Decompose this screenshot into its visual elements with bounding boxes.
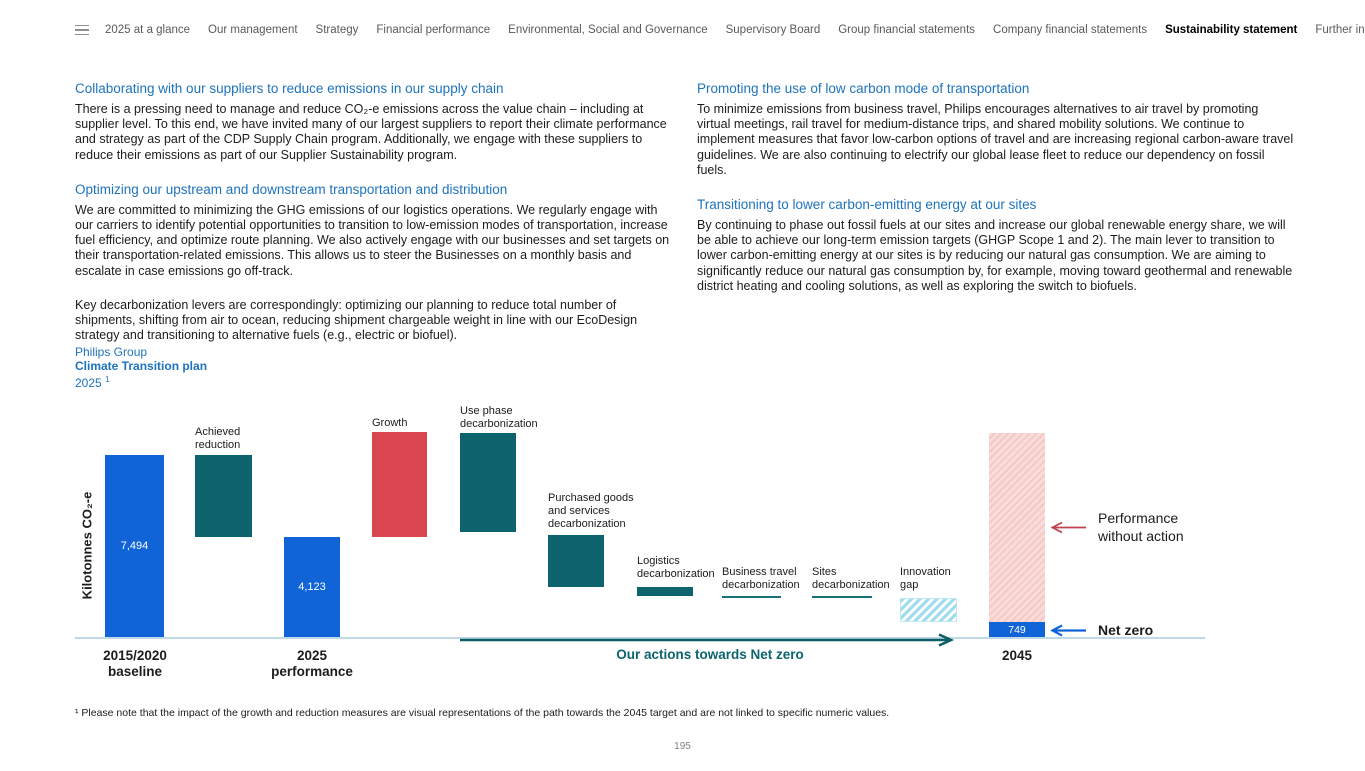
section-body: There is a pressing need to manage and r… (75, 102, 667, 162)
section-transportation-distribution: Optimizing our upstream and downstream t… (75, 182, 672, 344)
footnote: ¹ Please note that the impact of the gro… (75, 707, 890, 719)
bar-label-innovation-gap: Innovation gap (900, 566, 951, 591)
bar-sites-decarbonization (812, 596, 872, 598)
section-lower-carbon-energy-sites: Transitioning to lower carbon-emitting e… (697, 197, 1294, 294)
bar-logistics-decarbonization (637, 587, 693, 596)
bar-2025-performance (284, 537, 340, 638)
hamburger-menu-icon[interactable] (75, 24, 89, 36)
nav-item-group-financial-statements[interactable]: Group financial statements (838, 24, 976, 36)
bar-net-zero-2045 (989, 622, 1045, 638)
bar-business-travel-decarbonization (722, 596, 781, 598)
footnote-reference: 1 (105, 375, 110, 384)
bar-label-use-phase: Use phase decarbonization (460, 405, 538, 430)
section-low-carbon-transportation: Promoting the use of low carbon mode of … (697, 81, 1294, 178)
chart-title: Climate Transition plan (75, 358, 208, 373)
right-column: Promoting the use of low carbon mode of … (697, 81, 1294, 362)
performance-without-action-arrow-icon (1050, 521, 1086, 534)
bar-use-phase-decarbonization (460, 433, 516, 532)
net-zero-label: Net zero (1098, 622, 1154, 638)
section-heading: Transitioning to lower carbon-emitting e… (697, 197, 1037, 213)
nav-item-supervisory-board[interactable]: Supervisory Board (725, 24, 821, 36)
nav-item-financial-performance[interactable]: Financial performance (376, 24, 491, 36)
page-number: 195 (674, 741, 691, 752)
bar-label-sites: Sites decarbonization (812, 566, 890, 591)
chart-heading: Philips Group Climate Transition plan 20… (75, 345, 208, 391)
bar-value-baseline: 7,494 (120, 540, 149, 552)
section-heading: Promoting the use of low carbon mode of … (697, 81, 1030, 96)
bar-label-purchased-goods: Purchased goods and services decarboniza… (548, 492, 634, 530)
x-axis-label-2045: 2045 (1001, 648, 1033, 663)
bar-label-achieved-reduction: Achieved reduction (195, 426, 241, 451)
left-column: Collaborating with our suppliers to redu… (75, 81, 672, 362)
y-axis-label: Kilotonnes CO₂-e (79, 491, 95, 600)
nav-item-strategy[interactable]: Strategy (315, 24, 359, 36)
bar-2015-2020-baseline (105, 455, 164, 638)
section-suppliers: Collaborating with our suppliers to redu… (75, 81, 672, 163)
bar-growth (372, 432, 427, 537)
bar-label-logistics: Logistics decarbonization (637, 555, 715, 580)
nav-item-sustainability-statement[interactable]: Sustainability statement (1165, 24, 1298, 36)
nav-item-our-management[interactable]: Our management (208, 24, 298, 36)
nav-item-further-information[interactable]: Further information (1315, 24, 1365, 36)
bar-value-2045: 749 (1008, 624, 1026, 636)
nav-item-company-financial-statements[interactable]: Company financial statements (993, 24, 1148, 36)
actions-arrow-icon (460, 633, 955, 647)
section-heading: Collaborating with our suppliers to redu… (75, 81, 504, 96)
section-body: We are committed to minimizing the GHG e… (75, 202, 670, 278)
net-zero-arrow-icon (1050, 624, 1086, 637)
bar-achieved-reduction (195, 455, 252, 537)
nav-item-2025-at-a-glance[interactable]: 2025 at a glance (105, 24, 191, 36)
bar-label-growth: Growth (372, 417, 408, 429)
bar-purchased-goods-decarbonization (548, 535, 604, 587)
section-body: Key decarbonization levers are correspon… (75, 297, 638, 343)
x-axis-line (75, 637, 1205, 639)
chart-year: 2025 1 (75, 375, 110, 390)
chart-eyebrow: Philips Group (75, 345, 148, 359)
bar-innovation-gap (900, 598, 957, 622)
bar-label-business-travel: Business travel decarbonization (722, 566, 800, 591)
section-heading: Optimizing our upstream and downstream t… (75, 181, 508, 197)
performance-without-action-label: Performance without action (1098, 510, 1184, 544)
actions-towards-net-zero-label: Our actions towards Net zero (616, 647, 804, 662)
climate-transition-waterfall-chart: Kilotonnes CO₂-e 7,494 Achieved reductio… (75, 400, 1320, 700)
x-axis-label-baseline: 2015/2020 baseline (103, 648, 167, 679)
x-axis-label-2025: 2025 performance (271, 648, 353, 679)
bar-value-2025-performance: 4,123 (298, 581, 326, 593)
bar-performance-without-action (989, 433, 1045, 622)
content-columns: Collaborating with our suppliers to redu… (75, 81, 1294, 362)
nav-item-esg[interactable]: Environmental, Social and Governance (508, 24, 708, 36)
top-navigation: 2025 at a glance Our management Strategy… (75, 24, 1365, 36)
section-body: To minimize emissions from business trav… (697, 102, 1294, 177)
section-body: By continuing to phase out fossil fuels … (697, 218, 1293, 293)
